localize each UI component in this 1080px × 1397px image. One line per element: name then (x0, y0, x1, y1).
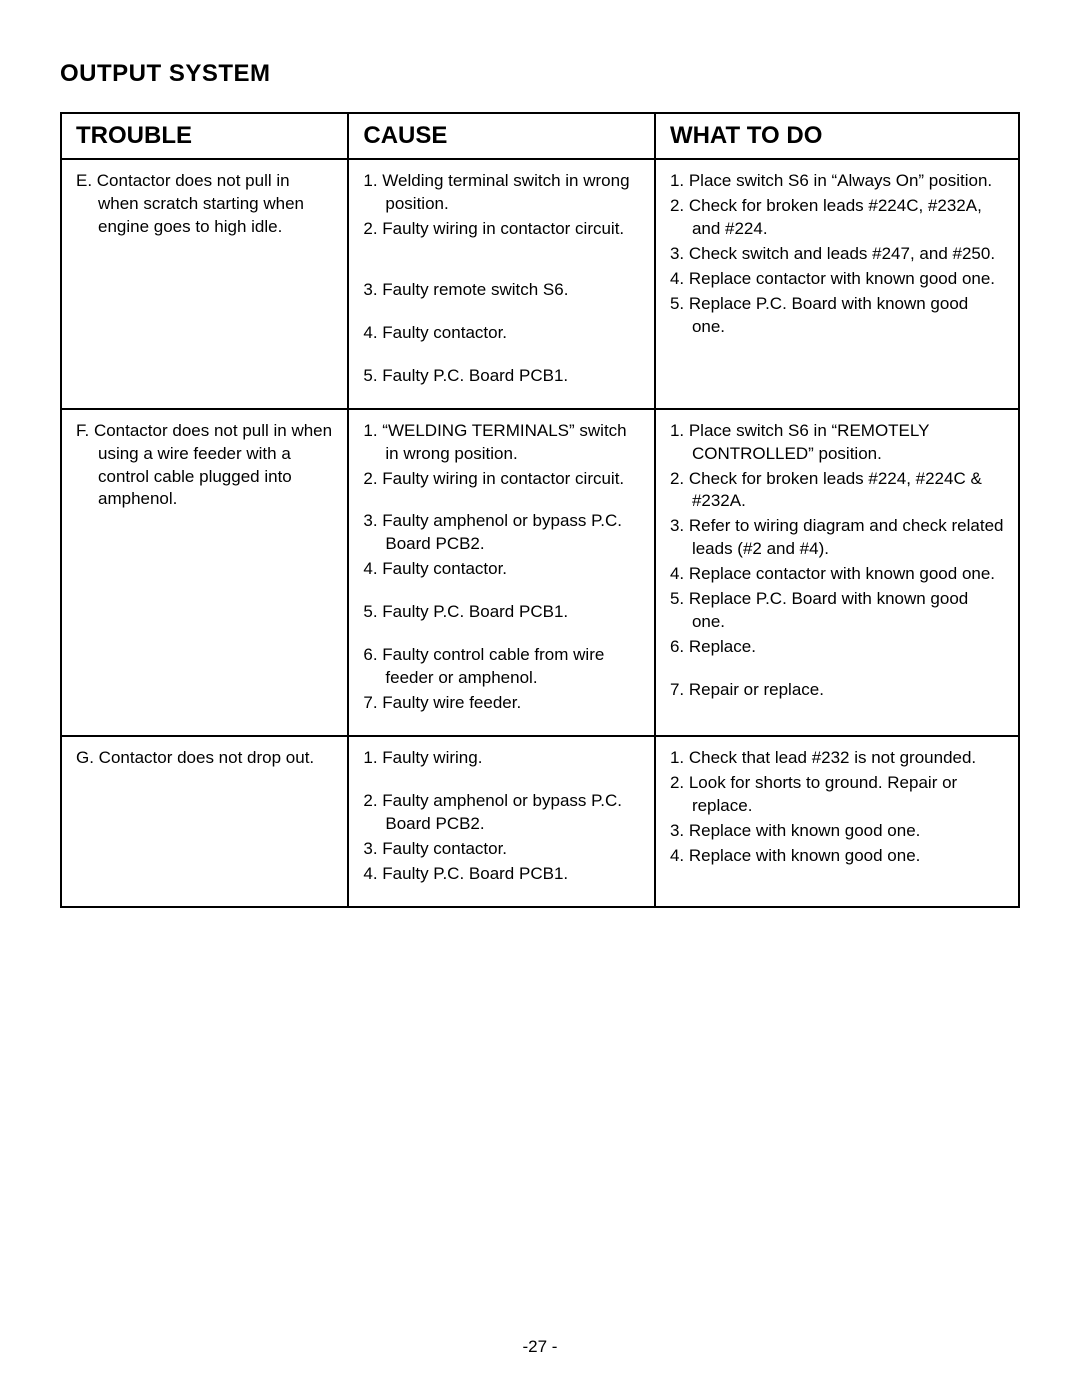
page: OUTPUT SYSTEM TROUBLE CAUSE WHAT TO DO E… (0, 0, 1080, 1397)
table-body: E. Contactor does not pull in when scrat… (61, 159, 1019, 907)
page-number: -27 - (0, 1337, 1080, 1357)
cell-line: 1. Faulty wiring. (363, 747, 640, 770)
cell-line: 4. Replace contactor with known good one… (670, 268, 1004, 291)
cell-line: 3. Faulty contactor. (363, 838, 640, 861)
cell-line: E. Contactor does not pull in when scrat… (76, 170, 333, 239)
cell-line: 5. Replace P.C. Board with known good on… (670, 293, 1004, 339)
header-action: WHAT TO DO (655, 113, 1019, 159)
cell-action: 1. Check that lead #232 is not grounded.… (655, 736, 1019, 907)
cell-action: 1. Place switch S6 in “REMOTELY CONTROLL… (655, 409, 1019, 736)
cell-trouble: F. Contactor does not pull in when using… (61, 409, 348, 736)
cell-line: G. Contactor does not drop out. (76, 747, 333, 770)
section-title: OUTPUT SYSTEM (60, 60, 1020, 88)
cell-line: 1. Place switch S6 in “Always On” positi… (670, 170, 1004, 193)
cell-line: 2. Look for shorts to ground. Repair or … (670, 772, 1004, 818)
cell-line: 7. Faulty wire feeder. (363, 692, 640, 715)
cell-line: 4. Faulty P.C. Board PCB1. (363, 863, 640, 886)
cell-line: 5. Faulty P.C. Board PCB1. (363, 601, 640, 624)
cell-line: 4. Replace contactor with known good one… (670, 563, 1004, 586)
troubleshooting-table: TROUBLE CAUSE WHAT TO DO E. Contactor do… (60, 112, 1020, 908)
cell-line: 1. Check that lead #232 is not grounded. (670, 747, 1004, 770)
cell-trouble: G. Contactor does not drop out. (61, 736, 348, 907)
table-header-row: TROUBLE CAUSE WHAT TO DO (61, 113, 1019, 159)
cell-line: 2. Faulty wiring in contactor circuit. (363, 218, 640, 241)
cell-line: 2. Faulty wiring in contactor circuit. (363, 468, 640, 491)
cell-line: 5. Replace P.C. Board with known good on… (670, 588, 1004, 634)
cell-cause: 1. Faulty wiring. 2. Faulty amphenol or b… (348, 736, 655, 907)
cell-line: 3. Check switch and leads #247, and #250… (670, 243, 1004, 266)
cell-cause: 1. Welding terminal switch in wrong posi… (348, 159, 655, 409)
cell-action: 1. Place switch S6 in “Always On” positi… (655, 159, 1019, 409)
table-row: E. Contactor does not pull in when scrat… (61, 159, 1019, 409)
cell-line: 5. Faulty P.C. Board PCB1. (363, 365, 640, 388)
table-row: F. Contactor does not pull in when using… (61, 409, 1019, 736)
cell-line: F. Contactor does not pull in when using… (76, 420, 333, 512)
cell-line: 4. Faulty contactor. (363, 558, 640, 581)
cell-line: 3. Faulty amphenol or bypass P.C. Board … (363, 510, 640, 556)
cell-line: 1. Welding terminal switch in wrong posi… (363, 170, 640, 216)
cell-line: 7. Repair or replace. (670, 679, 1004, 702)
cell-line: 6. Faulty control cable from wire feeder… (363, 644, 640, 690)
cell-line: 3. Replace with known good one. (670, 820, 1004, 843)
cell-line: 3. Refer to wiring diagram and check rel… (670, 515, 1004, 561)
cell-line: 2. Check for broken leads #224, #224C & … (670, 468, 1004, 514)
cell-line: 1. “WELDING TERMINALS” switch in wrong p… (363, 420, 640, 466)
cell-line: 2. Faulty amphenol or bypass P.C. Board … (363, 790, 640, 836)
cell-cause: 1. “WELDING TERMINALS” switch in wrong p… (348, 409, 655, 736)
table-row: G. Contactor does not drop out. 1. Faulty… (61, 736, 1019, 907)
header-cause: CAUSE (348, 113, 655, 159)
cell-line: 2. Check for broken leads #224C, #232A, … (670, 195, 1004, 241)
header-trouble: TROUBLE (61, 113, 348, 159)
cell-line: 6. Replace. (670, 636, 1004, 659)
cell-line: 4. Replace with known good one. (670, 845, 1004, 868)
cell-line: 1. Place switch S6 in “REMOTELY CONTROLL… (670, 420, 1004, 466)
cell-line: 3. Faulty remote switch S6. (363, 279, 640, 302)
cell-trouble: E. Contactor does not pull in when scrat… (61, 159, 348, 409)
cell-line: 4. Faulty contactor. (363, 322, 640, 345)
